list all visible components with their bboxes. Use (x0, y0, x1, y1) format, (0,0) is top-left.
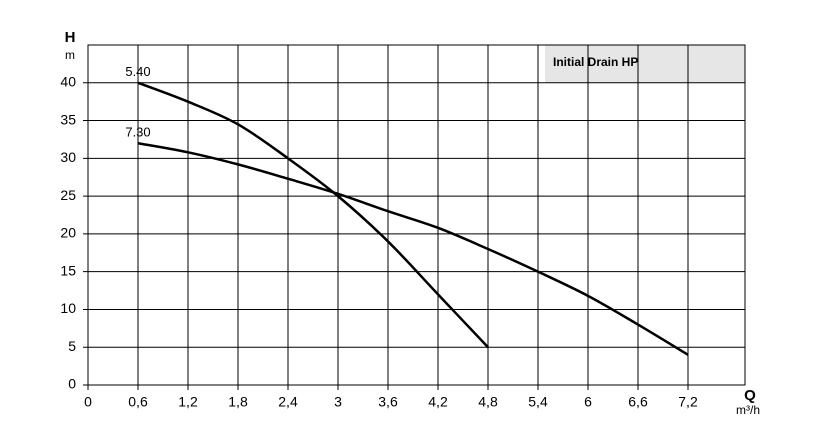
y-tick-label: 10 (60, 300, 76, 316)
legend-title: Initial Drain HP (553, 55, 638, 69)
curve-label: 7.30 (125, 125, 150, 140)
y-axis-unit: m (65, 48, 75, 62)
x-tick-label: 7,2 (678, 394, 698, 410)
x-tick-label: 6,6 (628, 394, 648, 410)
y-tick-label: 5 (68, 338, 76, 354)
y-axis-title: H (65, 29, 76, 46)
y-tick-label: 0 (68, 376, 76, 392)
legend-box (545, 45, 745, 83)
y-tick-label: 25 (60, 187, 76, 203)
y-tick-label: 35 (60, 111, 76, 127)
x-tick-label: 1,8 (228, 394, 248, 410)
x-tick-label: 4,2 (428, 394, 448, 410)
x-tick-label: 5,4 (528, 394, 548, 410)
x-axis-title: Q (744, 387, 756, 404)
y-tick-label: 40 (60, 73, 76, 89)
y-tick-label: 30 (60, 149, 76, 165)
x-axis-unit: m³/h (736, 403, 760, 417)
x-tick-label: 1,2 (178, 394, 198, 410)
x-tick-label: 4,8 (478, 394, 498, 410)
x-tick-label: 0,6 (128, 394, 148, 410)
x-tick-label: 3 (334, 394, 342, 410)
pump-curve (137, 141, 689, 356)
pump-curve (137, 81, 489, 349)
y-tick-label: 15 (60, 262, 76, 278)
x-tick-label: 2,4 (278, 394, 298, 410)
x-tick-label: 3,6 (378, 394, 398, 410)
plot-frame (87, 44, 746, 386)
x-tick-label: 6 (584, 394, 592, 410)
x-tick-label: 0 (84, 394, 92, 410)
y-tick-label: 20 (60, 225, 76, 241)
curve-label: 5.40 (125, 64, 150, 79)
